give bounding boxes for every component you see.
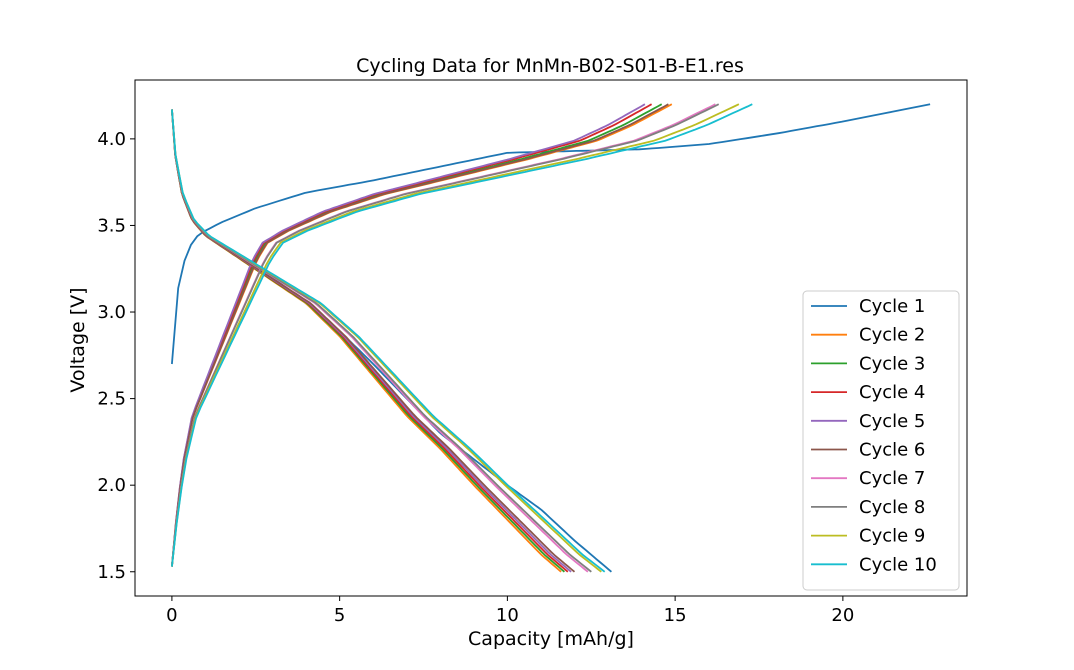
y-tick-label: 3.0	[97, 302, 126, 323]
legend-label: Cycle 1	[859, 296, 925, 317]
legend-item: Cycle 9	[811, 526, 925, 547]
series-9-charge-line	[171, 103, 740, 567]
series-10-discharge-line	[171, 109, 606, 573]
legend-item: Cycle 8	[811, 497, 925, 518]
plot-lines	[171, 103, 931, 573]
x-axis-label: Capacity [mAh/g]	[468, 628, 634, 650]
y-tick-label: 2.5	[97, 389, 126, 410]
series-10	[171, 103, 753, 573]
x-tick-label: 10	[496, 605, 519, 626]
legend-label: Cycle 7	[859, 468, 925, 489]
series-6-discharge-line	[171, 109, 576, 573]
x-axis-ticks: 0 5 10 15 20	[166, 596, 854, 626]
legend-item: Cycle 3	[811, 353, 925, 374]
series-10-charge-line	[171, 103, 753, 567]
y-axis-label: Voltage [V]	[67, 287, 89, 392]
x-tick-label: 15	[664, 605, 687, 626]
x-tick-label: 0	[166, 605, 177, 626]
legend-label: Cycle 9	[859, 526, 925, 547]
legend-item: Cycle 4	[811, 382, 925, 403]
legend-label: Cycle 8	[859, 497, 925, 518]
y-tick-label: 4.0	[97, 129, 126, 150]
legend-item: Cycle 1	[811, 296, 925, 317]
y-tick-label: 2.0	[97, 475, 126, 496]
legend-label: Cycle 2	[859, 325, 925, 346]
chart-title: Cycling Data for MnMn-B02-S01-B-E1.res	[356, 55, 744, 77]
legend-item: Cycle 5	[811, 411, 925, 432]
legend-box	[802, 290, 960, 591]
legend-item: Cycle 10	[811, 554, 937, 575]
legend-item: Cycle 2	[811, 325, 925, 346]
legend-label: Cycle 4	[859, 382, 925, 403]
plot-frame	[134, 79, 968, 597]
legend: Cycle 1 Cycle 2 Cycle 3 Cycle 4 Cycle 5 Cycle…	[802, 290, 960, 591]
y-axis-ticks: 1.5 2.0 2.5 3.0 3.5 4.0	[97, 129, 135, 583]
legend-label: Cycle 3	[859, 353, 925, 374]
legend-label: Cycle 5	[859, 411, 925, 432]
x-tick-label: 5	[334, 605, 345, 626]
y-tick-label: 3.5	[97, 215, 126, 236]
legend-item: Cycle 6	[811, 440, 925, 461]
legend-label: Cycle 6	[859, 440, 925, 461]
y-tick-label: 1.5	[97, 562, 126, 583]
legend-label: Cycle 10	[859, 554, 937, 575]
series-8-charge-line	[171, 103, 720, 567]
legend-item: Cycle 7	[811, 468, 925, 489]
x-tick-label: 20	[831, 605, 854, 626]
